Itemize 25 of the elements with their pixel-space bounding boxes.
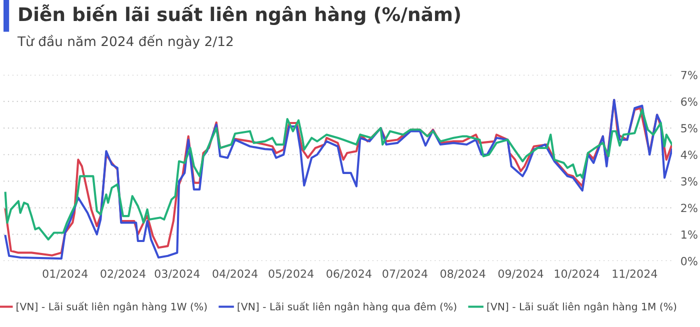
x-tick-label: 03/2024	[154, 269, 200, 279]
y-tick-label: 4%	[680, 150, 698, 160]
legend-label: [VN] - Lãi suất liên ngân hàng 1W (%)	[16, 302, 207, 312]
x-tick-label: 06/2024	[326, 269, 372, 279]
x-tick-label: 11/2024	[612, 269, 658, 279]
x-tick-label: 08/2024	[440, 269, 486, 279]
chart-title: Diễn biến lãi suất liên ngân hàng (%/năm)	[19, 4, 460, 26]
legend-label: [VN] - Lãi suất liên ngân hàng qua đêm (%)	[238, 302, 456, 312]
line-series	[4, 108, 672, 240]
y-tick-label: 0%	[681, 256, 698, 266]
legend-label: [VN] - Lãi suất liên ngân hàng 1M (%)	[487, 302, 676, 312]
x-tick-label: 07/2024	[382, 269, 428, 279]
y-tick-label: 2%	[681, 204, 698, 212]
x-tick-label: 02/2024	[100, 269, 146, 279]
y-tick-label: 6%	[681, 97, 698, 106]
y-tick-label: 5%	[681, 124, 698, 132]
chart-subtitle: Từ đầu năm 2024 đến ngày 2/12	[17, 34, 233, 49]
x-tick-label: 10/2024	[554, 269, 600, 279]
x-tick-label: 09/2024	[498, 269, 544, 279]
y-tick-label: 1%	[682, 230, 698, 239]
x-tick-label: 01/2024	[42, 269, 88, 279]
x-tick-label: 04/2024	[212, 269, 258, 279]
y-tick-label: 7%	[681, 70, 698, 80]
y-tick-label: 3%	[681, 177, 698, 186]
x-tick-label: 05/2024	[268, 269, 314, 279]
